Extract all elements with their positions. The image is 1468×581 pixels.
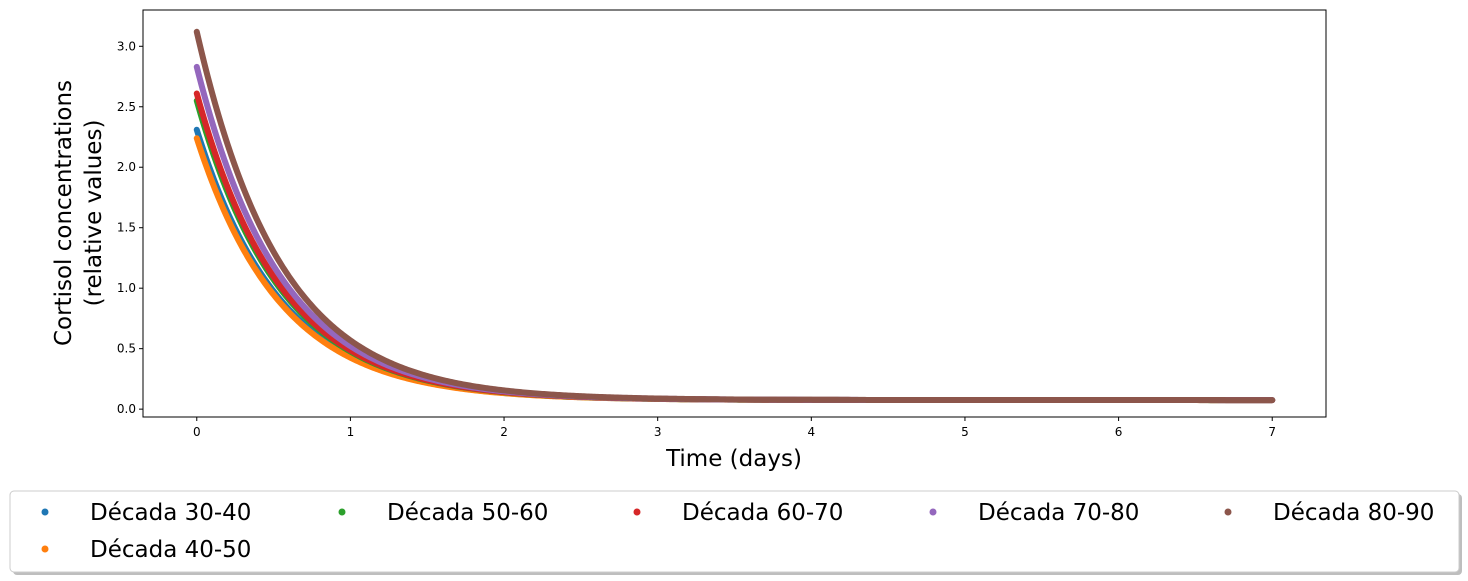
x-tick-label: 0 — [193, 425, 201, 439]
y-axis-label-line-2: (relative values) — [81, 120, 107, 307]
y-tick-label: 2.5 — [117, 100, 136, 114]
y-tick-label: 0.5 — [117, 342, 136, 356]
x-tick-label: 5 — [961, 425, 969, 439]
legend-items: Década 30-40 Década 40-50 Década 50-60 Déca… — [41, 500, 1434, 563]
x-tick-label: 6 — [1115, 425, 1123, 439]
x-tick-label: 7 — [1268, 425, 1276, 439]
y-axis-label: Cortisol concentrations (relative values… — [51, 80, 107, 346]
y-tick-label: 1.0 — [117, 281, 136, 295]
x-tick-label: 3 — [654, 425, 662, 439]
legend-marker — [41, 545, 49, 553]
legend-marker — [338, 508, 346, 516]
legend: Década 30-40 Década 40-50 Década 50-60 Déca… — [9, 490, 1462, 575]
plot-area — [143, 10, 1326, 417]
legend-marker — [633, 508, 641, 516]
x-tick-label: 4 — [807, 425, 815, 439]
y-axis: 0.0 0.5 1.0 1.5 2.0 2.5 3.0 — [117, 39, 143, 416]
y-tick-label: 3.0 — [117, 39, 136, 53]
x-axis: 0 1 2 3 4 5 6 7 — [193, 417, 1276, 439]
legend-marker — [41, 508, 49, 516]
legend-label: Década 40-50 — [90, 537, 251, 563]
legend-label: Década 30-40 — [90, 500, 251, 526]
y-tick-label: 0.0 — [117, 402, 136, 416]
plot-frame — [142, 9, 1327, 418]
series-d-cada-80-90 — [193, 28, 1276, 404]
y-tick-label: 1.5 — [117, 221, 136, 235]
y-tick-label: 2.0 — [117, 160, 136, 174]
legend-label: Década 70-80 — [978, 500, 1139, 526]
x-tick-label: 1 — [347, 425, 355, 439]
legend-label: Década 80-90 — [1273, 500, 1434, 526]
legend-label: Década 50-60 — [387, 500, 548, 526]
x-axis-label: Time (days) — [665, 446, 802, 472]
legend-marker — [929, 508, 937, 516]
legend-label: Década 60-70 — [682, 500, 843, 526]
legend-box — [9, 490, 1460, 573]
y-axis-label-line-1: Cortisol concentrations — [51, 80, 77, 346]
legend-marker — [1224, 508, 1232, 516]
x-tick-label: 2 — [500, 425, 508, 439]
series-layer — [193, 28, 1276, 404]
